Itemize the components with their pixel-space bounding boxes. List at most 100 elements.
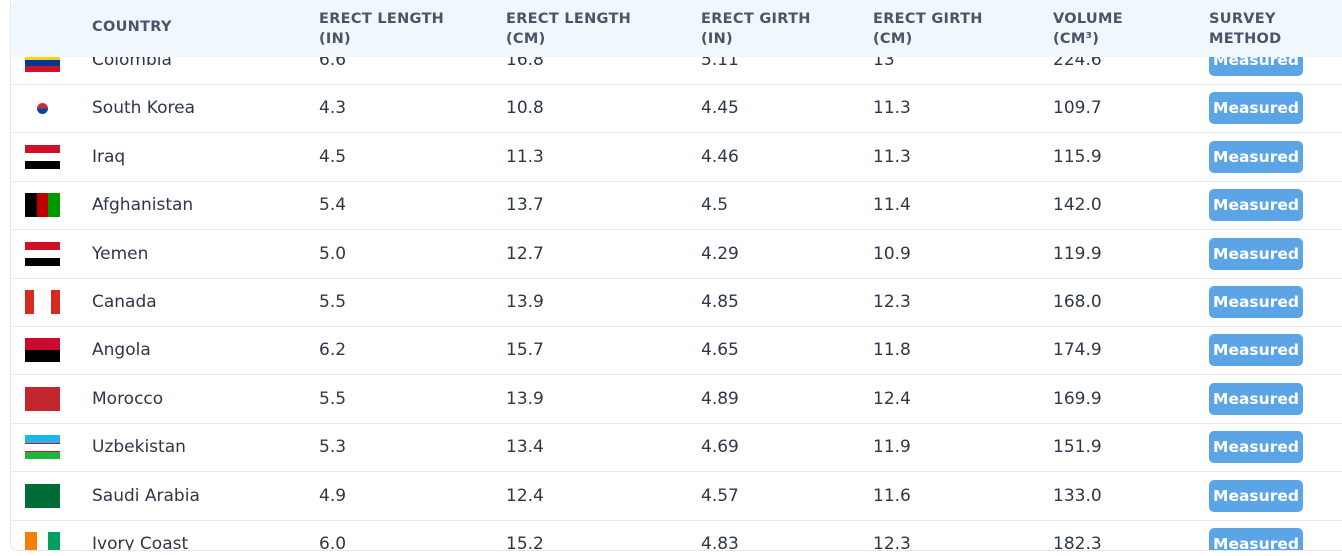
table-cell: 15.7 [506, 340, 544, 361]
flag-stripe [25, 435, 60, 443]
flag-stripe [25, 241, 60, 250]
table-cell: 174.9 [1053, 340, 1102, 361]
survey-method-button[interactable]: Measured [1209, 140, 1303, 173]
survey-method-button[interactable]: Measured [1209, 479, 1303, 512]
table-cell: 4.57 [701, 485, 739, 506]
header-line: (CM) [873, 31, 913, 47]
flag-stripe [25, 66, 60, 72]
table-row: Canada 5.5 13.9 4.85 12.3 168.0 Measured [11, 278, 1342, 327]
column-header: ERECT GIRTH (IN) [701, 9, 811, 49]
table-cell: 4.3 [319, 98, 347, 119]
flag-stripe [42, 290, 52, 314]
flag-stripe [25, 60, 60, 66]
table-row: South Korea 4.3 10.8 4.45 11.3 109.7 Measured [11, 84, 1342, 134]
table-cell: 12.3 [873, 534, 911, 551]
survey-method-button[interactable]: Measured [1209, 189, 1303, 222]
flag-icon [25, 435, 60, 460]
flag-stripe [36, 193, 49, 218]
flag-stripe [36, 532, 49, 550]
table-cell: 11.3 [506, 146, 544, 167]
flag-stripe [33, 290, 43, 314]
table-cell: 11.9 [873, 437, 911, 458]
flag-stripe [25, 442, 60, 444]
flag-stripe [25, 451, 60, 460]
flag-stripe [25, 160, 60, 169]
flag-icon [25, 193, 60, 218]
table-cell: 5.5 [319, 292, 347, 312]
flag-icon [25, 241, 60, 266]
table-cell: 169.9 [1053, 388, 1102, 409]
table-cell: 4.69 [701, 437, 739, 458]
survey-method-button[interactable]: Measured [1209, 528, 1303, 550]
table-cell: 168.0 [1053, 292, 1102, 312]
survey-method-button[interactable]: Measured [1209, 334, 1303, 367]
table-cell: 133.0 [1053, 485, 1102, 506]
survey-method-button[interactable]: Measured [1209, 92, 1303, 125]
column-header: SURVEY METHOD [1209, 9, 1282, 49]
flag-stripe [25, 350, 60, 363]
flag-stripe [25, 193, 37, 218]
table-cell: 13.4 [506, 437, 544, 458]
flag-stripe [48, 532, 60, 550]
column-header: VOLUME (CM³) [1053, 9, 1123, 49]
header-line: (CM) [506, 31, 546, 47]
country-name: Yemen [92, 243, 149, 264]
header-line: ERECT GIRTH [701, 11, 811, 27]
country-name: Angola [92, 340, 151, 361]
table-cell: 13.7 [506, 195, 544, 216]
flag-stripe [25, 386, 60, 411]
table-cell: 4.65 [701, 340, 739, 361]
table-cell: 10.8 [506, 98, 544, 119]
survey-method-button[interactable]: Measured [1209, 431, 1303, 464]
table-cell: 12.3 [873, 292, 911, 312]
table-cell: 11.6 [873, 485, 911, 506]
table-cell: 182.3 [1053, 534, 1102, 551]
flag-stripe [48, 193, 60, 218]
country-name: Ivory Coast [92, 534, 189, 551]
survey-method-button[interactable]: Measured [1209, 286, 1303, 318]
header-line: METHOD [1209, 31, 1282, 47]
flag-stripe [25, 443, 60, 451]
table-row: Morocco 5.5 13.9 4.89 12.4 169.9 Measured [11, 375, 1342, 424]
column-header: COUNTRY [92, 17, 172, 37]
header-line: (IN) [701, 31, 733, 47]
flag-icon [25, 483, 60, 508]
country-name: Morocco [92, 388, 164, 409]
table-row: Saudi Arabia 4.9 12.4 4.57 11.6 133.0 Measured [11, 472, 1342, 521]
survey-method-button[interactable]: Measured [1209, 237, 1303, 270]
table-cell: 4.9 [319, 485, 347, 506]
flag-icon [25, 144, 60, 169]
country-name: Uzbekistan [92, 437, 186, 458]
table-cell: 11.3 [873, 98, 911, 119]
table-cell: 11.3 [873, 146, 911, 167]
country-name: Canada [92, 292, 157, 312]
table: COUNTRY ERECT LENGTH (IN) ERECT LENGTH (CM) E… [10, 0, 1342, 551]
table-cell: 13.9 [506, 388, 544, 409]
survey-method-button[interactable]: Measured [1209, 382, 1303, 415]
flag-icon [25, 532, 60, 550]
flag-icon [25, 290, 60, 314]
column-header: ERECT GIRTH (CM) [873, 9, 983, 49]
header-line: ERECT LENGTH [506, 11, 632, 27]
flag-emblem [37, 102, 48, 114]
table-cell: 109.7 [1053, 98, 1102, 119]
table-row: Angola 6.2 15.7 4.65 11.8 174.9 Measured [11, 326, 1342, 376]
table-cell: 6.0 [319, 534, 347, 551]
flag-stripe [25, 532, 37, 550]
column-header: ERECT LENGTH (CM) [506, 9, 631, 49]
header-line: ERECT LENGTH [319, 11, 445, 27]
header-line: COUNTRY [92, 19, 172, 35]
table-row: Afghanistan 5.4 13.7 4.5 11.4 142.0 Measured [11, 181, 1342, 231]
flag-stripe [25, 249, 60, 258]
table-header: COUNTRY ERECT LENGTH (IN) ERECT LENGTH (CM) E… [11, 0, 1342, 57]
table-cell: 4.45 [701, 98, 739, 119]
country-name: South Korea [92, 98, 196, 119]
table-cell: 12.4 [506, 485, 544, 506]
table-cell: 4.29 [701, 243, 739, 264]
table-cell: 151.9 [1053, 437, 1102, 458]
table-cell: 5.3 [319, 437, 347, 458]
table-cell: 11.8 [873, 340, 911, 361]
table-cell: 5.4 [319, 195, 347, 216]
table-cell: 5.5 [319, 388, 347, 409]
